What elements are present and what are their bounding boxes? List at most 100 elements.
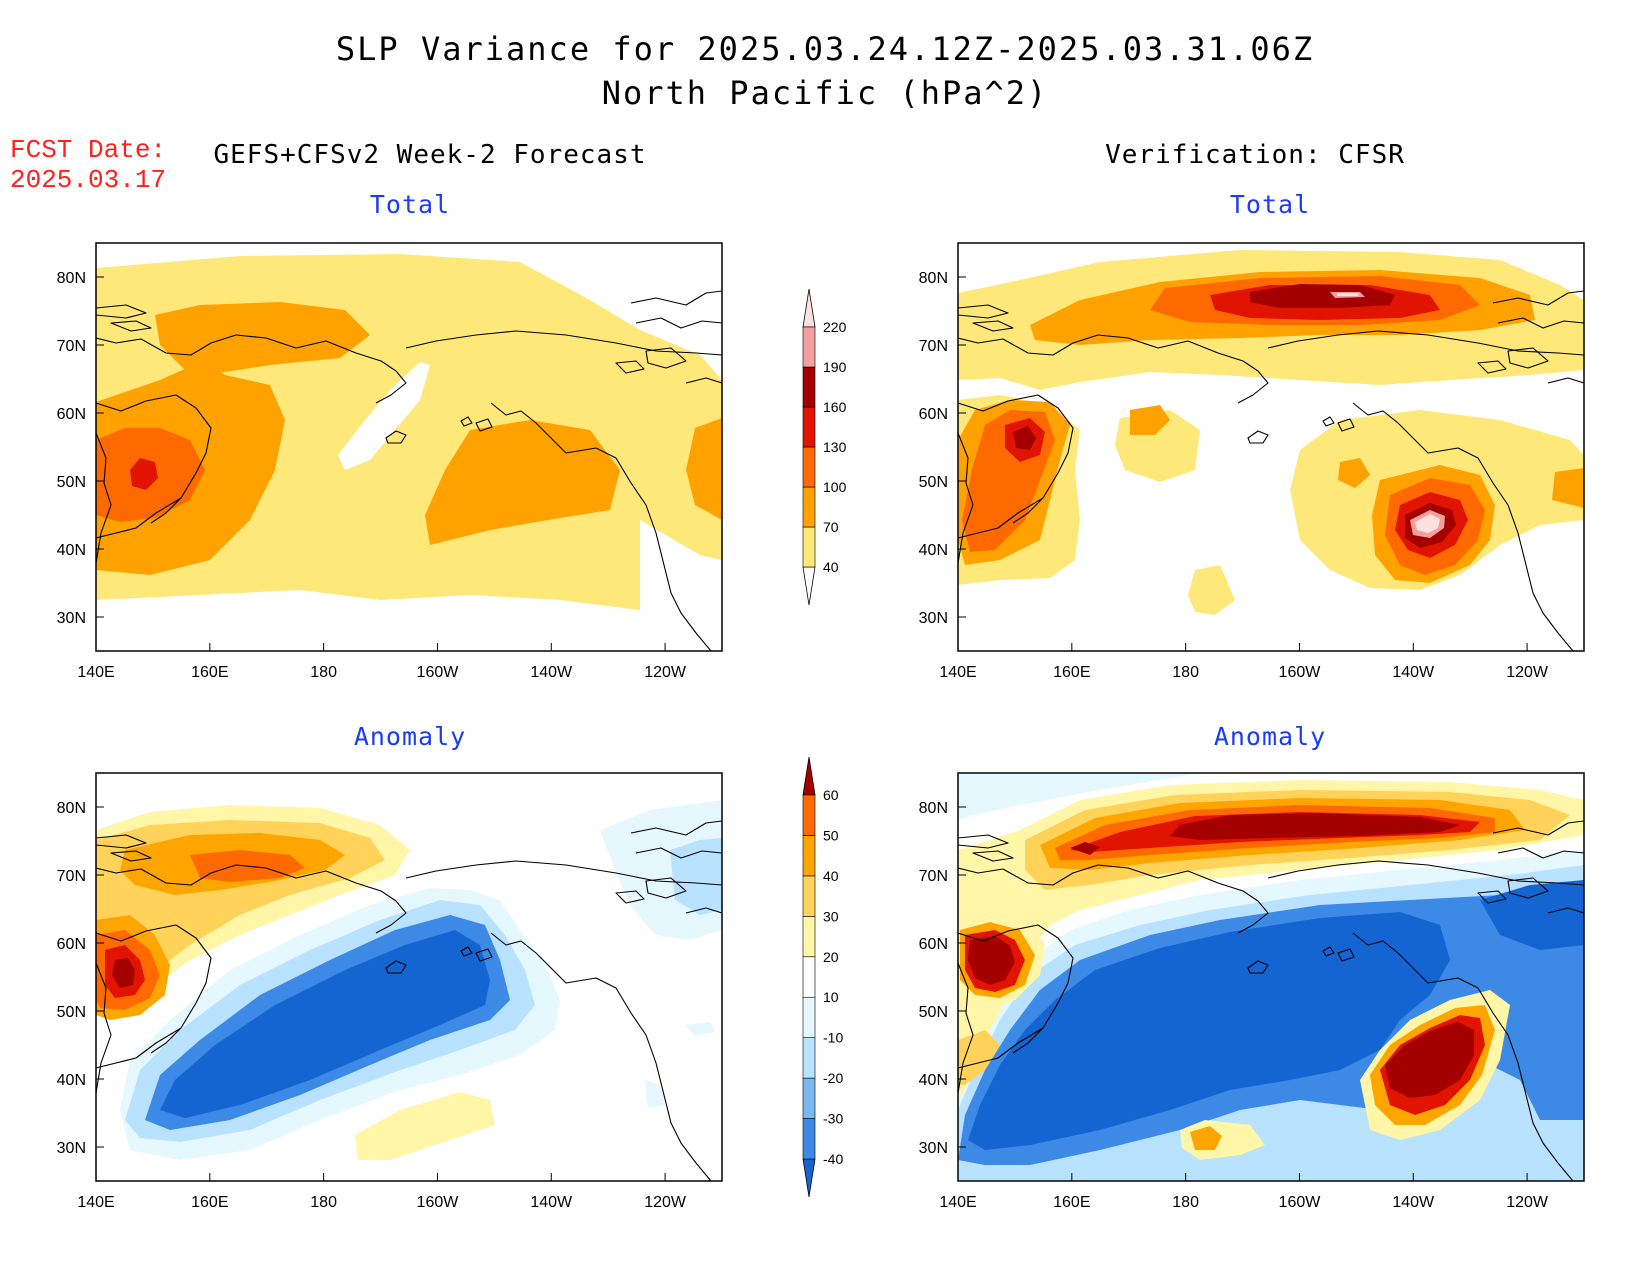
colorbar-segment <box>802 794 816 836</box>
coastline <box>96 334 397 372</box>
colorbar-segment <box>802 366 816 408</box>
forecast-anomaly-coastlines <box>96 820 722 1181</box>
forecast-total-coastlines <box>96 290 722 651</box>
y-tick-label: 70N <box>57 868 86 885</box>
coastline <box>1497 847 1584 859</box>
y-tick-label: 60N <box>57 406 86 423</box>
y-tick-label: 50N <box>57 474 86 491</box>
colorbar-extend-bottom <box>802 1158 816 1198</box>
colorbar-segment <box>802 1037 816 1079</box>
y-tick-label: 60N <box>919 406 948 423</box>
verification-total-title: Total <box>1229 190 1311 219</box>
x-tick-label: 120W <box>644 664 687 681</box>
coastline <box>1237 370 1269 404</box>
colorbar-label: 30 <box>823 908 839 924</box>
x-tick-label: 140W <box>1392 1194 1435 1211</box>
forecast-anomaly-title: Anomaly <box>353 722 467 751</box>
vt-total-band-70d <box>1338 458 1370 488</box>
fcst-date-value: 2025.03.17 <box>10 165 167 195</box>
colorbar-label: -20 <box>823 1070 843 1086</box>
forecast-total-panel: 140E 160E 180 160W 140W 120W 30N 40N 50N 60N 70N 80… <box>57 242 723 681</box>
colorbar-label: 50 <box>823 827 839 843</box>
vt-total-band-220-top <box>1337 293 1358 296</box>
coastline <box>1477 360 1507 374</box>
y-tick-label: 70N <box>919 868 948 885</box>
x-tick-label: 120W <box>1506 1194 1549 1211</box>
verification-total-panel: 140E 160E 180 160W 140W 120W 30N 40N 50N 60N 70N 80… <box>919 242 1585 681</box>
coastline <box>385 960 407 974</box>
verification-total-coastlines <box>958 290 1584 651</box>
x-tick-label: 140E <box>77 664 114 681</box>
va-pos-30-s <box>1190 1126 1222 1150</box>
coastline <box>972 320 1014 332</box>
coastline <box>1507 347 1549 369</box>
colorbar-label: -30 <box>823 1111 843 1127</box>
colorbar-segment <box>802 1118 816 1160</box>
coastline <box>110 850 152 862</box>
fc-total-band-70c <box>425 420 620 545</box>
coastline <box>1337 418 1355 432</box>
forecast-anomaly-field <box>96 800 722 1160</box>
fc-total-band-70d <box>686 418 722 520</box>
coastline <box>958 304 1009 319</box>
y-tick-label: 80N <box>57 270 86 287</box>
vt-total-band-70f <box>1552 468 1584 508</box>
y-tick-label: 70N <box>919 338 948 355</box>
coastline <box>1547 377 1584 384</box>
coastline <box>460 416 473 427</box>
y-tick-label: 80N <box>57 800 86 817</box>
colorbar-segment <box>802 526 816 568</box>
coastline <box>685 377 722 384</box>
coastline <box>1352 932 1519 1064</box>
forecast-total-axes: 140E 160E 180 160W 140W 120W 30N 40N 50N 60N 70N 80… <box>57 270 687 681</box>
main-title-line-1: SLP Variance for 2025.03.24.12Z-2025.03.… <box>335 30 1315 68</box>
verification-total-axes: 140E 160E 180 160W 140W 120W 30N 40N 50N 60N 70N 80… <box>919 270 1549 681</box>
y-tick-label: 30N <box>919 1140 948 1157</box>
coastline <box>1547 907 1584 914</box>
colorbar-label: 40 <box>823 559 839 575</box>
x-tick-label: 160E <box>191 664 228 681</box>
colorbar-segment <box>802 446 816 488</box>
coastline <box>96 924 212 1054</box>
verification-anomaly-axes: 140E 160E 180 160W 140W 120W 30N 40N 50N 60N 70N 80… <box>919 800 1549 1211</box>
fa-neg-10-small2 <box>645 1080 665 1108</box>
colorbar-segment <box>802 835 816 877</box>
colorbar-segment <box>802 956 816 998</box>
colorbar-label: 70 <box>823 519 839 535</box>
coastline <box>375 370 407 404</box>
coastline <box>96 432 112 564</box>
coastline <box>958 432 974 564</box>
colorbar-label: 60 <box>823 787 839 803</box>
forecast-anomaly-axes: 140E 160E 180 160W 140W 120W 30N 40N 50N 60N 70N 80… <box>57 800 687 1211</box>
x-tick-label: 160E <box>191 1194 228 1211</box>
colorbar-segment <box>802 486 816 528</box>
forecast-total-field <box>96 254 722 651</box>
colorbar-label: -40 <box>823 1151 843 1167</box>
colorbar-extend-top <box>802 288 816 328</box>
coastline <box>110 320 152 332</box>
verification-anomaly-field <box>958 773 1584 1181</box>
coastline <box>958 834 1009 849</box>
x-tick-label: 180 <box>1172 664 1199 681</box>
y-tick-label: 30N <box>57 1140 86 1157</box>
coastline <box>630 820 722 836</box>
fa-pos-10-sw <box>355 1092 495 1160</box>
forecast-total-title: Total <box>369 190 451 219</box>
fc-total-gap <box>338 362 430 470</box>
forecast-column-heading: GEFS+CFSv2 Week-2 Forecast <box>213 140 647 170</box>
y-tick-label: 60N <box>919 936 948 953</box>
y-tick-label: 40N <box>57 542 86 559</box>
y-tick-label: 80N <box>919 800 948 817</box>
coastline <box>96 304 147 319</box>
y-tick-label: 40N <box>919 542 948 559</box>
coastline <box>1337 948 1355 962</box>
colorbar-segment <box>802 916 816 958</box>
coastline <box>685 907 722 914</box>
coastline <box>1507 877 1549 899</box>
coastline <box>958 962 974 1094</box>
coastline <box>958 1027 1044 1069</box>
fc-total-band-130 <box>130 458 158 490</box>
verification-anomaly-panel: 140E 160E 180 160W 140W 120W 30N 40N 50N 60N 70N 80… <box>919 772 1585 1211</box>
colorbar-label: 220 <box>823 319 847 335</box>
coastline <box>405 330 722 356</box>
